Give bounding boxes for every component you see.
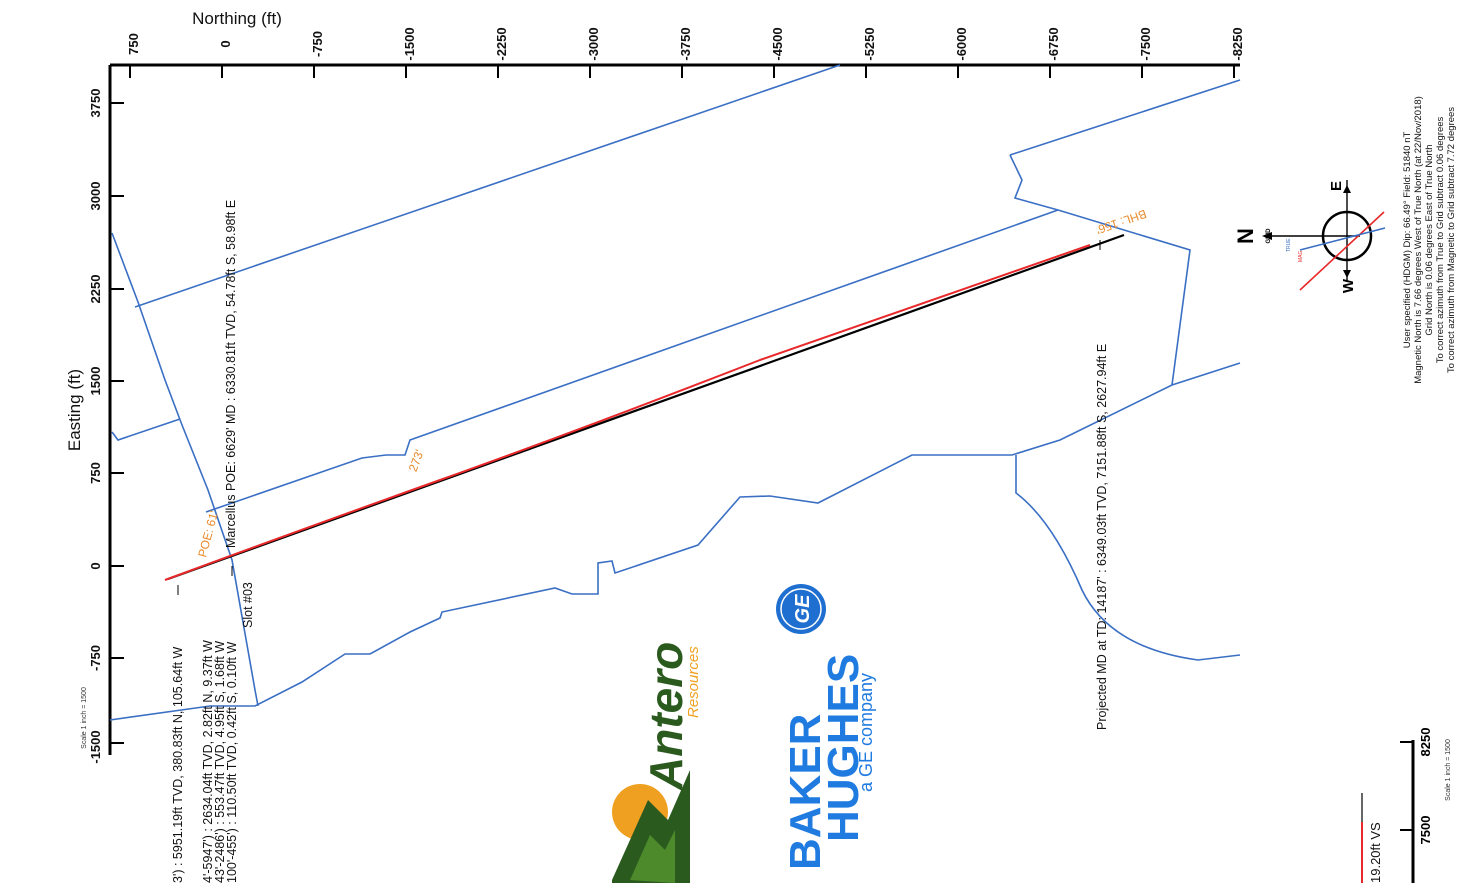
ge-monogram: GE — [792, 594, 814, 624]
compass-north-label: N — [1233, 228, 1258, 244]
antero-logo: Antero Resources — [612, 642, 702, 883]
baker-hughes-logo: BAKER HUGHES a GE company — [781, 654, 876, 870]
well-path — [164, 233, 1125, 581]
easting-tick-label: 2250 — [88, 275, 103, 304]
ge-logo: GE — [776, 584, 826, 634]
vs-tick-label: 8250 — [1418, 728, 1433, 757]
lease-boundary-north-1 — [134, 64, 841, 308]
scale-note: Scale 1 inch = 1500 — [81, 687, 88, 749]
compass-mag-label: MAG — [1298, 251, 1304, 263]
easting-tick-label: 3750 — [88, 89, 103, 118]
lease-boundary-west — [111, 232, 259, 707]
vertical-section: 19.20ft VS 8250 7500 Scale 1 inch = 1500 — [1361, 728, 1452, 883]
lease-boundary-central — [205, 209, 1059, 513]
northing-tick-label: -3750 — [678, 27, 693, 60]
compass-east-label: E — [1328, 181, 1345, 191]
baker-wordmark: BAKER — [781, 714, 830, 870]
northing-tick-labels: 750 0 -750 -1500 -2250 -3000 -3750 -4500… — [126, 27, 1245, 60]
magnetic-info-line: Grid North is 0.06 degrees East of True … — [1424, 144, 1435, 335]
lease-line-text: 100'-455') : 110.50ft TVD, 0.42ft S, 0.1… — [225, 642, 239, 883]
lease-line-texts: 3') : 5951.19ft TVD, 380.83ft N, 105.64f… — [171, 640, 239, 883]
lease-line-text: 3') : 5951.19ft TVD, 380.83ft N, 105.64f… — [171, 646, 185, 883]
east-arrow-icon — [1343, 185, 1351, 193]
northing-tick-label: -6000 — [954, 27, 969, 60]
compass-rose: N GRID E W TRUE MAG — [1233, 180, 1386, 293]
easting-tick-label: 750 — [88, 462, 103, 484]
compass-west-label: W — [1340, 278, 1357, 293]
magnetic-info-line: To correct azimuth from Magnetic to Grid… — [1446, 107, 1457, 373]
compass-grid-label: GRID — [1266, 228, 1272, 244]
lease-boundary-north-2 — [1009, 79, 1241, 156]
lease-boundary-south — [109, 362, 1241, 721]
vs-label: 19.20ft VS — [1368, 822, 1383, 883]
easting-tick-label: -1500 — [88, 730, 103, 763]
magnetic-north-line — [1299, 211, 1385, 291]
bhl-label: BHL: 156' — [1094, 207, 1148, 237]
antero-subtitle: Resources — [685, 646, 702, 718]
projected-td-text: Projected MD at TD: 14187' : 6349.03ft T… — [1095, 344, 1109, 730]
northing-tick-label: 750 — [126, 33, 141, 55]
easting-ticks — [110, 102, 124, 744]
easting-tick-label: 1500 — [88, 367, 103, 396]
slot-label: Slot #03 — [241, 582, 255, 628]
northing-tick-label: -3000 — [586, 27, 601, 60]
antero-wordmark: Antero — [640, 642, 692, 791]
north-arrow-icon — [1262, 232, 1272, 240]
northing-axis-title: Northing (ft) — [192, 9, 282, 28]
easting-tick-label: 3000 — [88, 182, 103, 211]
ge-company-tag: a GE company — [856, 673, 876, 792]
northing-tick-label: -5250 — [862, 27, 877, 60]
setback-label: 273' — [406, 448, 427, 474]
easting-tick-label: -750 — [88, 645, 103, 671]
hughes-wordmark: HUGHES — [819, 654, 868, 842]
vs-scale-note: Scale 1 inch = 1500 — [1445, 739, 1452, 801]
compass-true-label: TRUE — [1286, 238, 1292, 252]
lease-line-text: 43'-2486') : 553.47ft TVD, 4.95ft S, 1.6… — [213, 641, 227, 883]
northing-tick-label: -8250 — [1230, 27, 1245, 60]
well-annotations: Marcellus POE: 6629' MD : 6330.81ft TVD,… — [224, 200, 1109, 730]
easting-axis-title: Easting (ft) — [65, 369, 84, 451]
magnetic-info-line: To correct azimuth from True to Grid sub… — [1435, 116, 1446, 363]
true-north-line — [1299, 227, 1386, 251]
northing-tick-label: -4500 — [770, 27, 785, 60]
northing-tick-label: -2250 — [494, 27, 509, 60]
lease-boundary-curve — [1015, 455, 1241, 661]
vs-tick-label: 7500 — [1418, 816, 1433, 845]
northing-tick-label: -6750 — [1046, 27, 1061, 60]
orange-annotations: POE: 61' 273' BHL: 156' — [195, 207, 1148, 559]
marcellus-poe-text: Marcellus POE: 6629' MD : 6330.81ft TVD,… — [224, 200, 238, 548]
northing-tick-label: 0 — [218, 40, 233, 47]
actual-wellbore — [164, 244, 1091, 581]
northing-tick-label: -1500 — [402, 27, 417, 60]
planned-wellbore — [167, 233, 1125, 581]
lease-boundaries — [109, 64, 1241, 721]
magnetic-info-line: User specified (HDGM) Dip: 66.49° Field:… — [1402, 132, 1413, 349]
easting-tick-label: 0 — [88, 562, 103, 569]
easting-tick-labels: 3750 3000 2250 1500 750 0 -750 -1500 — [88, 89, 103, 764]
northing-tick-label: -750 — [310, 31, 325, 57]
poe-label: POE: 61' — [195, 509, 221, 559]
northing-tick-label: -7500 — [1138, 27, 1153, 60]
lease-notch — [111, 418, 181, 441]
northing-ticks — [129, 65, 1235, 78]
slot-markers — [177, 240, 1101, 595]
west-arrow-icon — [1343, 270, 1351, 278]
lease-boundary-east — [1009, 154, 1191, 386]
magnetic-info-line: Magnetic North is 7.66 degrees West of T… — [1413, 96, 1424, 384]
lease-line-text: 4'-5947') : 2634.04ft TVD, 2.82ft N, 9.3… — [201, 640, 215, 883]
magnetic-info: User specified (HDGM) Dip: 66.49° Field:… — [1402, 96, 1457, 384]
